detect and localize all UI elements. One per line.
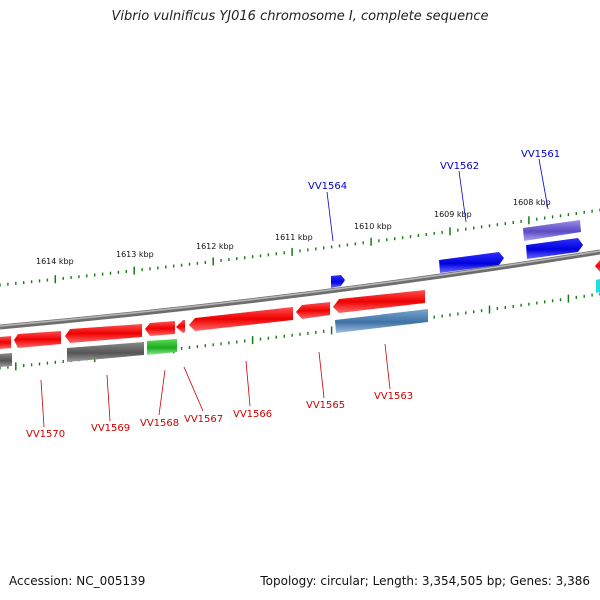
gene-label-vv1563[interactable]: VV1563: [374, 391, 413, 402]
leader-vv1567: [183, 366, 204, 412]
gene-label-vv1570[interactable]: VV1570: [26, 429, 65, 440]
topology-summary: Topology: circular; Length: 3,354,505 bp…: [260, 574, 590, 588]
gene-label-vv1569[interactable]: VV1569: [91, 423, 130, 434]
gene-vv1565-arrow[interactable]: [296, 302, 330, 319]
leader-vv1562: [458, 170, 467, 223]
kbp-scale-upper: [0, 208, 600, 287]
gene-edge-left-arrow[interactable]: [0, 336, 11, 349]
feature-vv1563-steel[interactable]: [335, 309, 428, 333]
gene-vv1567-arrow[interactable]: [176, 320, 185, 333]
gene-vv1566-arrow[interactable]: [189, 307, 293, 331]
leader-vv1569: [106, 374, 111, 422]
map-title: Vibrio vulnificus YJ016 chromosome I, co…: [111, 9, 489, 24]
gene-vv1564-arrow[interactable]: [331, 275, 345, 288]
leader-vv1570: [40, 379, 45, 428]
gene-label-vv1565[interactable]: VV1565: [306, 400, 345, 411]
feature-vv1569-gray[interactable]: [67, 342, 144, 362]
kbp-label-1614: 1614 kbp: [36, 257, 74, 266]
leader-vv1564: [326, 191, 334, 242]
gene-vv1562-arrow[interactable]: [439, 252, 504, 273]
gene-label-vv1561[interactable]: VV1561: [521, 149, 560, 160]
leader-vv1561: [538, 158, 549, 210]
gene-vv1568-arrow[interactable]: [145, 321, 175, 336]
gene-vv1561-cds-band[interactable]: [523, 220, 581, 241]
leader-vv1565: [318, 351, 325, 399]
kbp-label-1610: 1610 kbp: [354, 222, 392, 231]
gene-label-vv1564[interactable]: VV1564: [308, 181, 347, 192]
leader-vv1568: [158, 369, 166, 416]
feature-cyan-right[interactable]: [596, 279, 600, 293]
chromosome-backbone-highlight: [0, 250, 600, 327]
gene-label-vv1567[interactable]: VV1567: [184, 414, 223, 425]
gene-vv1569-arrow[interactable]: [65, 324, 142, 343]
kbp-label-1609: 1609 kbp: [434, 210, 472, 219]
kbp-label-1612: 1612 kbp: [196, 242, 234, 251]
kbp-label-1613: 1613 kbp: [116, 250, 154, 259]
gene-label-vv1566[interactable]: VV1566: [233, 409, 272, 420]
gene-vv1570-arrow[interactable]: [14, 331, 61, 348]
gene-vv1563-arrow[interactable]: [333, 290, 425, 313]
kbp-label-1608: 1608 kbp: [513, 198, 551, 207]
gene-label-vv1568[interactable]: VV1568: [140, 418, 179, 429]
chromosome-backbone: [0, 249, 600, 330]
kbp-label-1611: 1611 kbp: [275, 233, 313, 242]
feature-vv1568-rna[interactable]: [147, 339, 177, 355]
feature-gray-left[interactable]: [0, 353, 12, 367]
leader-vv1566: [245, 360, 251, 407]
gene-edge-right-arrow[interactable]: [595, 260, 600, 272]
gene-label-vv1562[interactable]: VV1562: [440, 161, 479, 172]
accession-text: Accession: NC_005139: [9, 574, 146, 588]
gene-vv1561-arrow[interactable]: [526, 238, 583, 259]
leader-vv1563: [384, 343, 391, 390]
